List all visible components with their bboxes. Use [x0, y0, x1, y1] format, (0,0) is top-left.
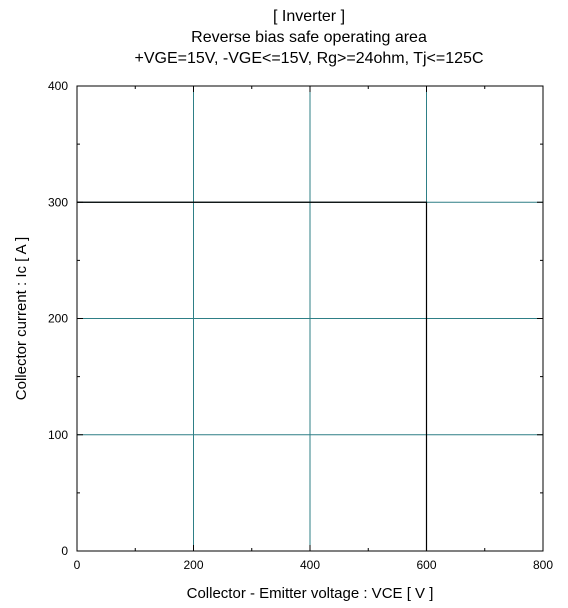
x-axis-title: Collector - Emitter voltage : VCE [ V ] [187, 585, 434, 602]
rbsoa-boundary-line [77, 201, 428, 551]
y-tick-label-200: 200 [48, 312, 68, 326]
x-tick-label-600: 600 [416, 558, 436, 572]
x-tick-label-400: 400 [300, 558, 320, 572]
tick-labels: 0 200 400 600 800 0 100 200 300 400 [48, 79, 553, 572]
chart-title-line-1: [ Inverter ] [272, 8, 346, 25]
y-axis-title: Collector current : Ic [ A ] [13, 237, 30, 400]
x-tick-label-200: 200 [183, 558, 203, 572]
x-tick-label-0: 0 [74, 558, 81, 572]
chart-title: [ Inverter ] Reverse bias safe operating… [0, 6, 568, 69]
chart-title-line-2: Reverse bias safe operating area [191, 29, 427, 46]
y-tick-label-100: 100 [48, 428, 68, 442]
x-tick-label-800: 800 [533, 558, 553, 572]
grid-lines [77, 86, 543, 551]
y-tick-label-400: 400 [48, 79, 68, 93]
y-tick-label-300: 300 [48, 195, 68, 209]
axis-ticks [76, 85, 544, 552]
series-layer [77, 201, 428, 551]
y-tick-label-0: 0 [61, 544, 68, 558]
chart-title-line-3: +VGE=15V, -VGE<=15V, Rg>=24ohm, Tj<=125C [134, 50, 484, 67]
